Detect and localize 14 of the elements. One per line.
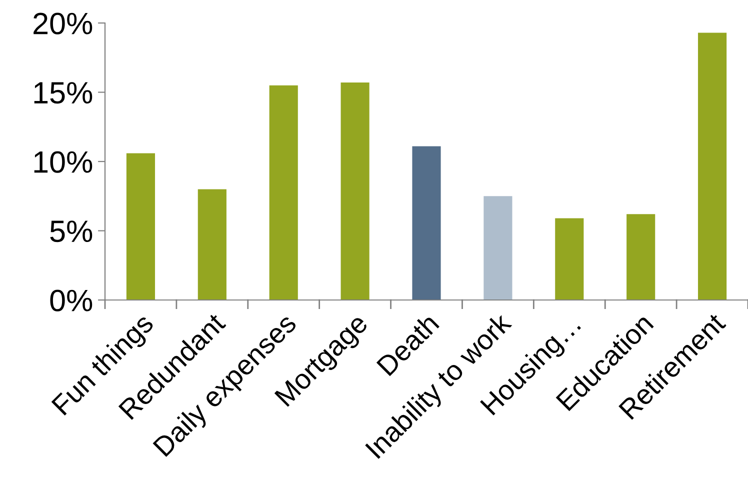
bar	[340, 82, 370, 300]
bar	[555, 218, 584, 300]
y-tick-label: 15%	[34, 82, 92, 104]
bar	[126, 153, 156, 300]
y-tick-label: 5%	[50, 220, 92, 242]
y-tick-label: 10%	[34, 151, 92, 173]
bar	[412, 146, 441, 300]
bar	[626, 214, 656, 300]
bar	[269, 85, 298, 300]
bar	[698, 32, 727, 300]
bar	[484, 196, 512, 300]
y-tick-label: 20%	[34, 12, 92, 34]
bar	[198, 189, 226, 300]
y-tick-label: 0%	[50, 290, 92, 312]
